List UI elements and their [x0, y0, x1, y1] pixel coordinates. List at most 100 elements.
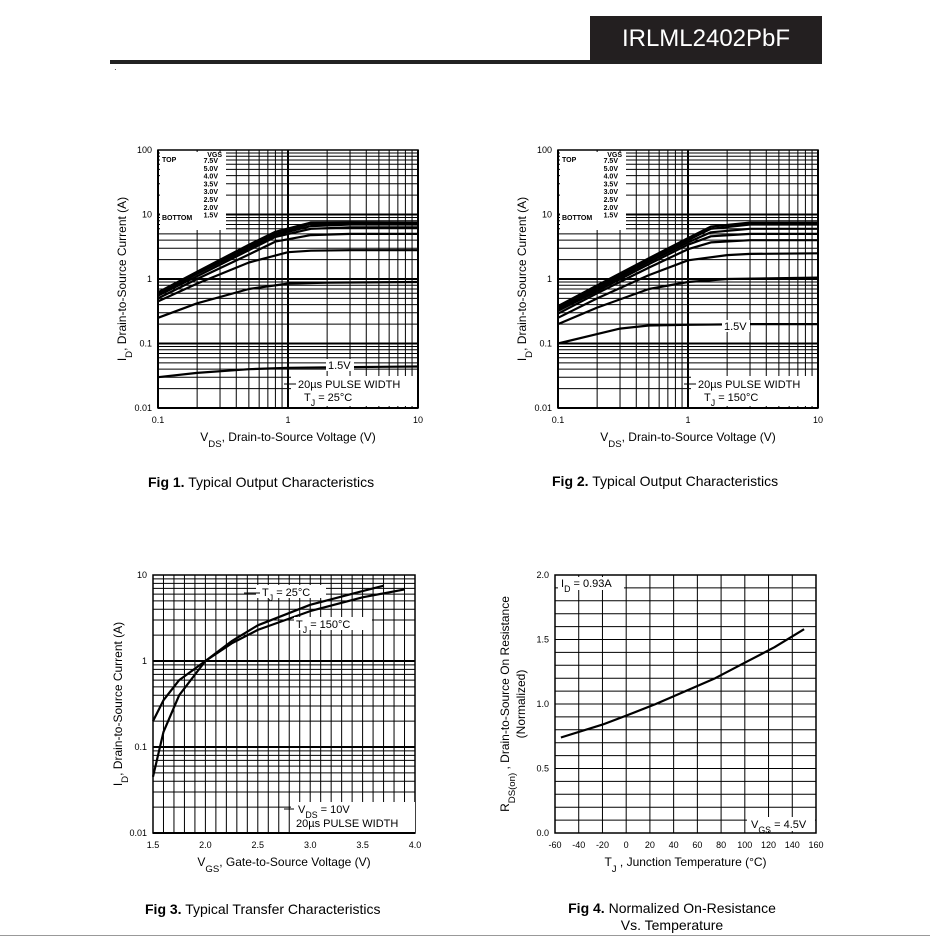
x-axis-label-part: T [604, 855, 612, 869]
x-tick-label: 20 [645, 840, 655, 850]
y-tick-label: 1.5 [536, 635, 549, 645]
x-tick-label: 0 [624, 840, 629, 850]
series-line-5 [557, 239, 818, 315]
tj-label-part: T [704, 392, 711, 404]
x-tick-label: 60 [692, 840, 702, 850]
page-bottom-rule [0, 935, 930, 936]
tj25-label: TJ = 25°C [262, 587, 310, 603]
x-tick-label: 1 [685, 415, 690, 425]
y-tick-label: 0.1 [134, 742, 147, 752]
series-line-1 [557, 221, 818, 308]
x-tick-label: 1.5 [147, 840, 160, 850]
y-tick-label: 0.5 [536, 764, 549, 774]
vds-label-part: V [298, 804, 306, 816]
y-tick-label: 100 [137, 145, 152, 155]
stray-mark: · [114, 65, 117, 74]
x-tick-label: 2.0 [199, 840, 212, 850]
y-axis-label: ID, Drain-to-Source Current (A) [111, 622, 131, 786]
legend-bg [160, 152, 226, 230]
series-line-8 [157, 365, 419, 379]
fig1-caption: Fig 1. Typical Output Characteristics [148, 474, 374, 491]
y-axis-label-part: , Drain-to-Source Current (A) [515, 197, 529, 351]
series-label-bg [326, 359, 354, 371]
x-axis-label-part: , Gate-to-Source Voltage (V) [219, 855, 370, 869]
legend-entry: 2.5V [604, 197, 619, 204]
legend-bottom-label: BOTTOM [162, 215, 192, 222]
series-line-6 [557, 252, 819, 319]
series-line-2 [151, 584, 384, 778]
plot-frame [152, 574, 416, 834]
x-tick-label: 140 [785, 840, 800, 850]
y-tick-label: 10 [142, 210, 152, 220]
tj150-label-part: T [296, 619, 303, 631]
legend-entry: 7.5V [604, 158, 619, 165]
x-axis-label-part: , Drain-to-Source Voltage (V) [222, 430, 376, 444]
fig4-caption: Fig 4. Normalized On-Resistance Vs. Tempe… [556, 900, 788, 934]
y-tick-label: 0.01 [134, 403, 152, 413]
x-tick-label: 40 [669, 840, 679, 850]
tj-label: TJ = 150°C [704, 392, 758, 408]
x-axis-label: TJ , Junction Temperature (°C) [604, 855, 766, 875]
id-label-bg [558, 577, 624, 590]
y-tick-label: 0.1 [539, 339, 552, 349]
series-label-1p5v: 1.5V [328, 360, 351, 372]
id-label-part: D [564, 584, 570, 594]
vgs-label: VGS = 4.5V [751, 819, 807, 835]
y-axis-label-part: DS(on) [507, 773, 518, 803]
part-number-banner: IRLML2402PbF [590, 16, 822, 62]
x-axis-label-part: DS [608, 439, 621, 450]
x-axis-label-part: DS [208, 439, 221, 450]
annotation-bg [691, 376, 817, 406]
series-line-1 [152, 588, 405, 722]
fig2-caption-text: Typical Output Characteristics [592, 473, 779, 489]
y-axis-label-part: I [115, 358, 129, 361]
tj150-label-part: J [303, 625, 307, 635]
legend-entry: 2.0V [204, 205, 219, 212]
y-axis-label-part: (Normalized) [514, 670, 528, 739]
fig3-caption: Fig 3. Typical Transfer Characteristics [145, 901, 381, 918]
fig4-caption-text-2: Vs. Temperature [620, 917, 724, 933]
y-axis-label: ID, Drain-to-Source Current (A) [115, 197, 135, 361]
x-tick-label: 3.0 [304, 840, 317, 850]
legend-entry: 2.0V [604, 205, 619, 212]
vgs-label-part: GS [758, 825, 771, 835]
y-tick-label: 0.1 [139, 339, 152, 349]
id-label-part: I [561, 578, 564, 590]
series-label-bg [722, 320, 750, 332]
series-line-7 [157, 280, 419, 319]
annotation-bg [291, 376, 417, 406]
y-axis-label-part: D [124, 351, 135, 358]
series-line-4 [557, 232, 818, 312]
tj-label-part: J [311, 398, 315, 408]
fig3-caption-text: Typical Transfer Characteristics [185, 901, 381, 917]
legend-entry: 4.0V [604, 174, 619, 181]
y-axis-label-part: D [120, 776, 131, 783]
y-axis-label: ID, Drain-to-Source Current (A) [515, 197, 535, 361]
x-tick-label: 80 [716, 840, 726, 850]
tj-label: TJ = 25°C [304, 392, 352, 408]
legend-bg [560, 152, 626, 230]
legend-entry: 3.5V [204, 181, 219, 188]
tj150-label-part: = 150°C [307, 619, 350, 631]
x-tick-label: 4.0 [409, 840, 422, 850]
y-tick-label: 0.01 [534, 403, 552, 413]
legend-title: VGS [207, 152, 222, 159]
y-axis-label-part: R [498, 803, 512, 812]
legend-entry: 3.0V [204, 189, 219, 196]
y-tick-label: 2.0 [536, 570, 549, 580]
series-line-4 [157, 226, 418, 297]
tj25-label-part: = 25°C [273, 587, 310, 599]
legend-title: VGS [607, 152, 622, 159]
vds-label-part: DS [305, 810, 317, 820]
series-line-3 [557, 227, 818, 311]
legend-entry: 1.5V [204, 213, 219, 220]
vgs-label-part: V [751, 819, 759, 831]
x-axis-label: VDS, Drain-to-Source Voltage (V) [600, 430, 775, 450]
x-tick-label: -60 [548, 840, 561, 850]
y-tick-label: 1 [142, 656, 147, 666]
x-tick-label: 0.1 [152, 415, 165, 425]
x-axis-label-part: , Drain-to-Source Voltage (V) [622, 430, 776, 444]
legend-entry: 7.5V [204, 158, 219, 165]
